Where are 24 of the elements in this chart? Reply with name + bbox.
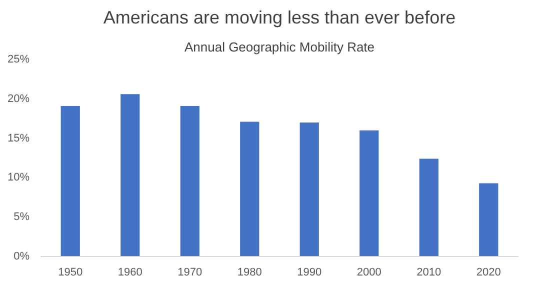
bar bbox=[479, 183, 498, 256]
y-tick-label: 5% bbox=[14, 211, 30, 224]
bar bbox=[360, 130, 379, 256]
x-tick-label: 1970 bbox=[178, 266, 202, 278]
x-tick-label: 1950 bbox=[58, 266, 83, 278]
x-tick-label: 2020 bbox=[476, 266, 501, 278]
y-tick-label: 0% bbox=[14, 250, 30, 262]
bar bbox=[180, 106, 200, 256]
x-tick-label: 2000 bbox=[356, 266, 382, 278]
y-tick-label: 10% bbox=[7, 172, 30, 184]
bar bbox=[120, 94, 140, 256]
x-tick-label: 1980 bbox=[237, 266, 262, 278]
chart-subtitle: Annual Geographic Mobility Rate bbox=[184, 40, 375, 54]
y-tick-label: 25% bbox=[7, 54, 30, 66]
chart-title: Americans are moving less than ever before bbox=[103, 8, 456, 28]
y-tick-label: 20% bbox=[7, 92, 30, 105]
bar bbox=[60, 106, 80, 256]
bar bbox=[300, 122, 319, 256]
y-tick-label: 15% bbox=[7, 132, 30, 144]
bar bbox=[419, 158, 438, 256]
x-tick-label: 1990 bbox=[297, 266, 322, 278]
x-tick-label: 2010 bbox=[416, 266, 442, 278]
bar bbox=[240, 122, 260, 256]
x-tick-label: 1960 bbox=[118, 266, 142, 278]
